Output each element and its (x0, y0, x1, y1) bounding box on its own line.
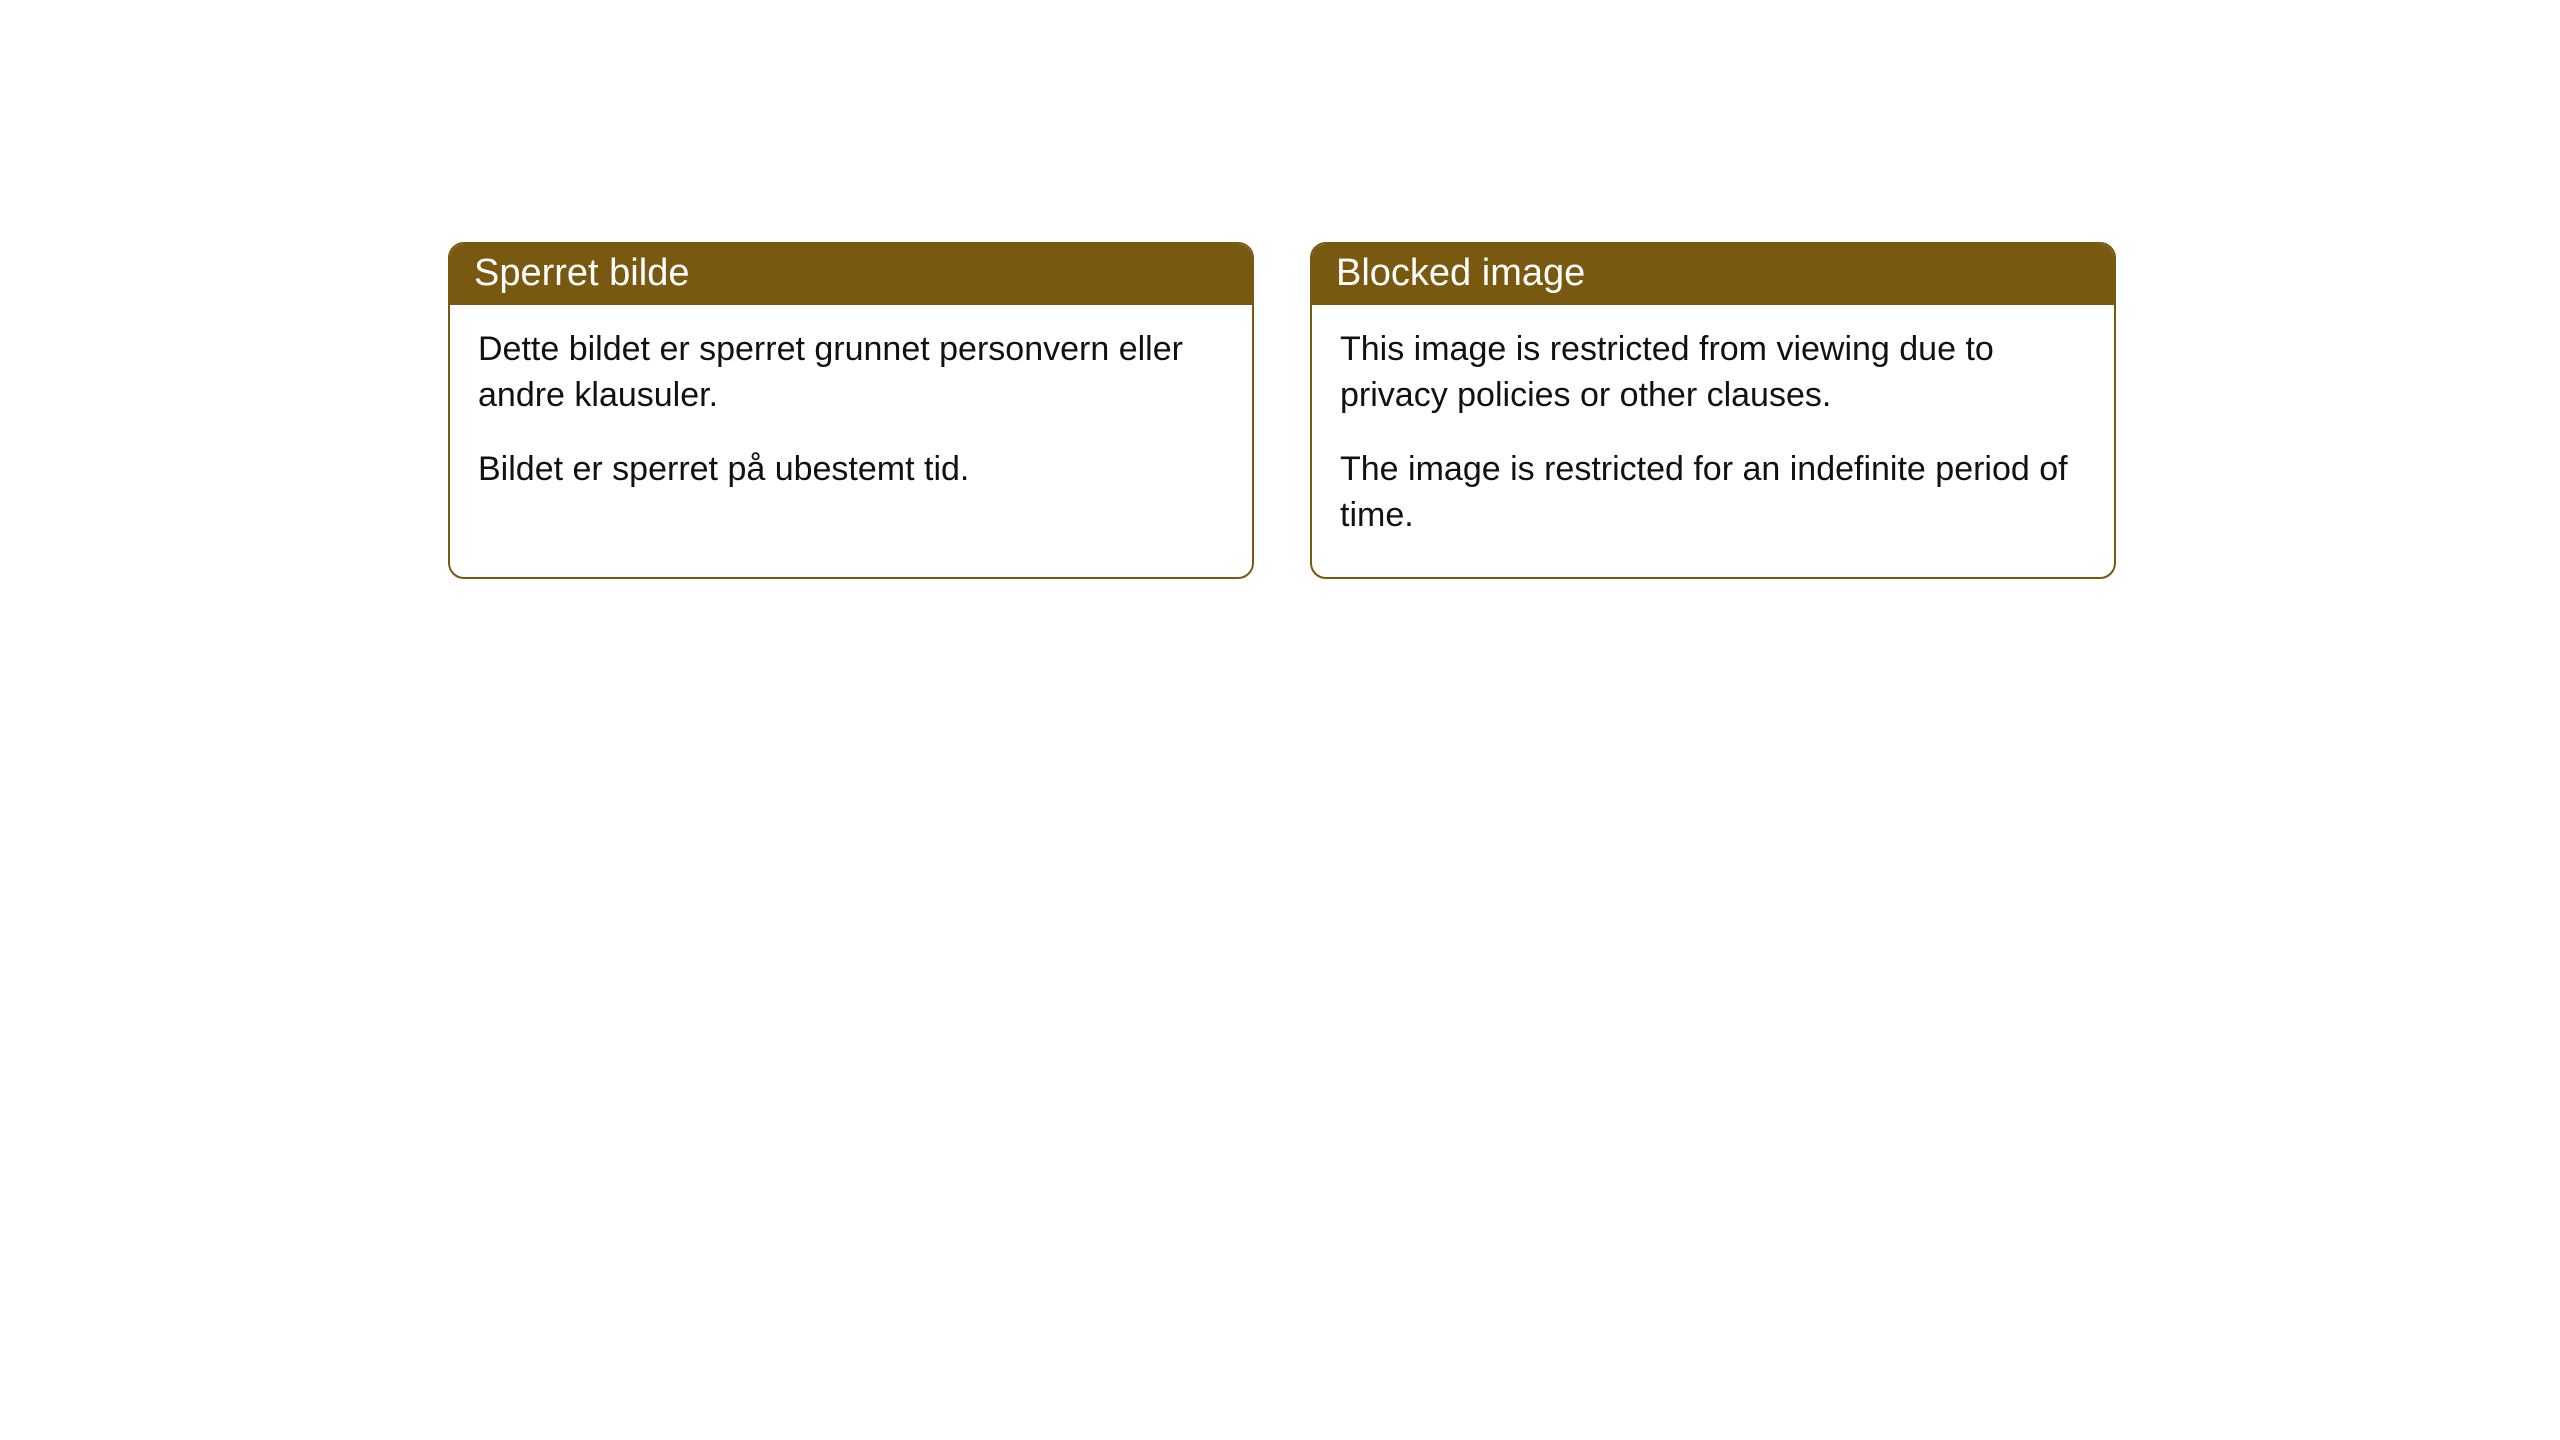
blocked-image-card-norwegian: Sperret bilde Dette bildet er sperret gr… (448, 242, 1254, 579)
card-paragraph-1: This image is restricted from viewing du… (1340, 327, 2086, 419)
card-title: Blocked image (1336, 252, 1585, 294)
card-header: Sperret bilde (450, 244, 1252, 305)
card-header: Blocked image (1312, 244, 2114, 305)
card-body: This image is restricted from viewing du… (1312, 305, 2114, 577)
card-paragraph-2: Bildet er sperret på ubestemt tid. (478, 447, 1224, 493)
cards-container: Sperret bilde Dette bildet er sperret gr… (0, 0, 2560, 579)
card-body: Dette bildet er sperret grunnet personve… (450, 305, 1252, 531)
blocked-image-card-english: Blocked image This image is restricted f… (1310, 242, 2116, 579)
card-paragraph-2: The image is restricted for an indefinit… (1340, 447, 2086, 539)
card-paragraph-1: Dette bildet er sperret grunnet personve… (478, 327, 1224, 419)
card-title: Sperret bilde (474, 252, 689, 294)
